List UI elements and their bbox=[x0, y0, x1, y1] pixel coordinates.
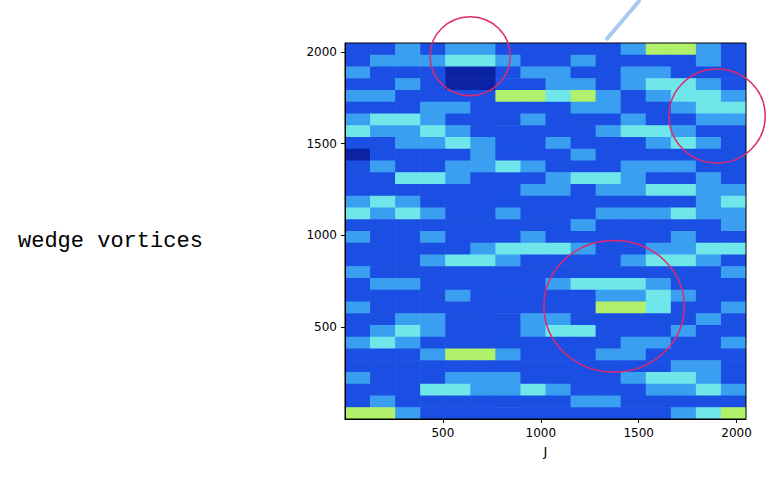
svg-text:1500: 1500 bbox=[623, 426, 654, 440]
svg-text:1500: 1500 bbox=[306, 137, 337, 151]
svg-text:1000: 1000 bbox=[526, 426, 557, 440]
svg-text:J: J bbox=[543, 444, 548, 459]
svg-text:500: 500 bbox=[314, 320, 337, 334]
svg-text:2000: 2000 bbox=[721, 426, 752, 440]
svg-text:1000: 1000 bbox=[306, 228, 337, 242]
svg-text:2000: 2000 bbox=[306, 45, 337, 59]
svg-text:wedge vortices: wedge vortices bbox=[18, 229, 203, 254]
svg-text:500: 500 bbox=[431, 426, 454, 440]
